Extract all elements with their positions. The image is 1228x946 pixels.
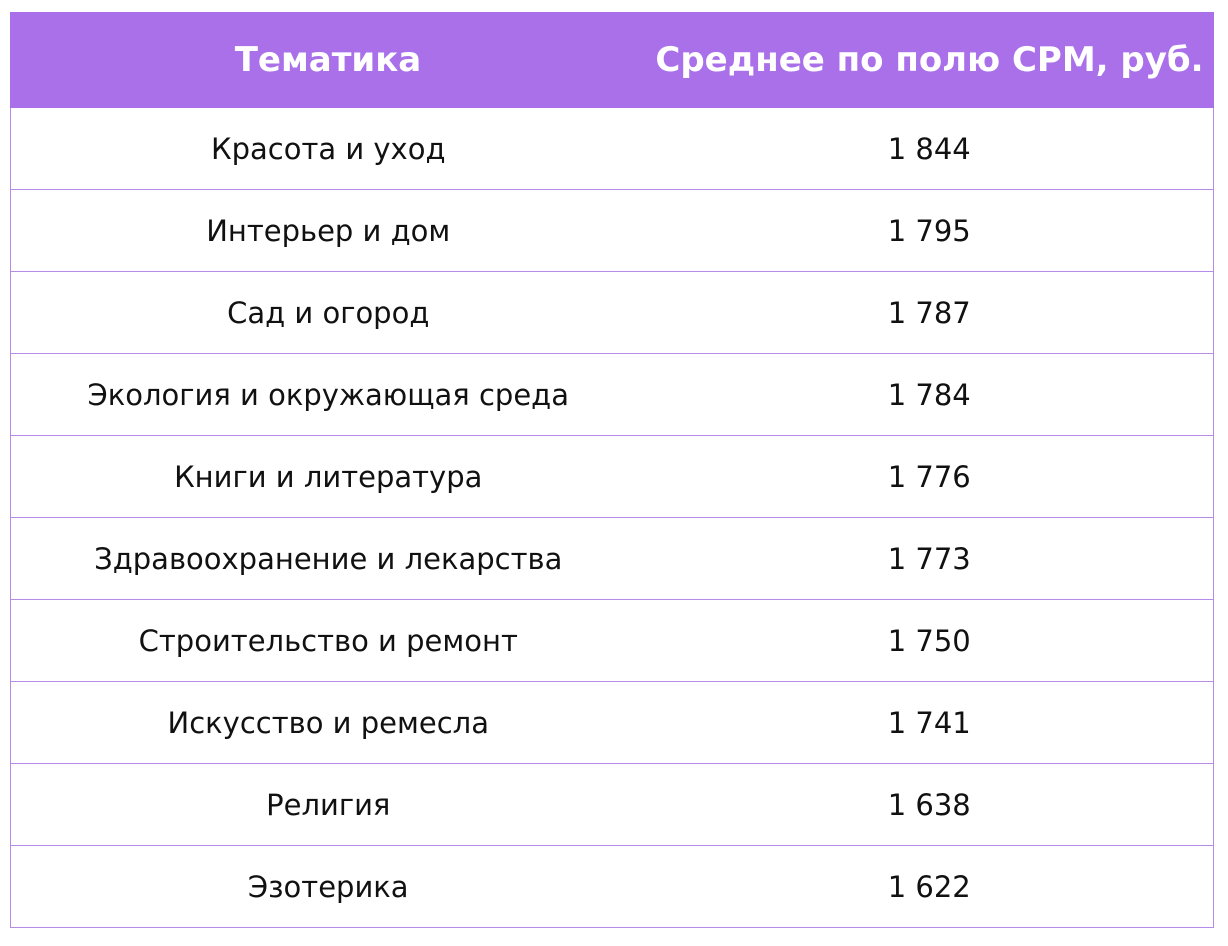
table-body: Красота и уход 1 844 Интерьер и дом 1 79… (10, 107, 1214, 928)
table-row: Интерьер и дом 1 795 (10, 189, 1214, 272)
table-row: Книги и литература 1 776 (10, 435, 1214, 518)
table-row: Строительство и ремонт 1 750 (10, 599, 1214, 682)
table-row: Экология и окружающая среда 1 784 (10, 353, 1214, 436)
cpm-value-cell: 1 784 (645, 353, 1214, 436)
table-row: Красота и уход 1 844 (10, 107, 1214, 190)
cpm-value-cell: 1 638 (645, 763, 1214, 846)
topic-cell: Книги и литература (10, 435, 646, 518)
cpm-value-cell: 1 844 (645, 107, 1214, 190)
topic-cell: Экология и окружающая среда (10, 353, 646, 436)
table-row: Эзотерика 1 622 (10, 845, 1214, 928)
topic-cell: Искусство и ремесла (10, 681, 646, 764)
topic-cell: Красота и уход (10, 107, 646, 190)
table-header: Тематика Среднее по полю CPM, руб. (10, 12, 1214, 108)
topic-cell: Сад и огород (10, 271, 646, 354)
cpm-value-cell: 1 622 (645, 845, 1214, 928)
topic-cell: Эзотерика (10, 845, 646, 928)
topic-cell: Строительство и ремонт (10, 599, 646, 682)
table-row: Сад и огород 1 787 (10, 271, 1214, 354)
cpm-value-cell: 1 773 (645, 517, 1214, 600)
topic-cell: Здравоохранение и лекарства (10, 517, 646, 600)
cpm-value-cell: 1 795 (645, 189, 1214, 272)
table-row: Здравоохранение и лекарства 1 773 (10, 517, 1214, 600)
header-average-cpm: Среднее по полю CPM, руб. (645, 12, 1214, 108)
cpm-table: Тематика Среднее по полю CPM, руб. Красо… (10, 12, 1214, 928)
header-row: Тематика Среднее по полю CPM, руб. (10, 12, 1214, 108)
header-topic: Тематика (10, 12, 646, 108)
cpm-value-cell: 1 787 (645, 271, 1214, 354)
table-row: Религия 1 638 (10, 763, 1214, 846)
topic-cell: Интерьер и дом (10, 189, 646, 272)
cpm-value-cell: 1 776 (645, 435, 1214, 518)
cpm-value-cell: 1 741 (645, 681, 1214, 764)
table-row: Искусство и ремесла 1 741 (10, 681, 1214, 764)
cpm-value-cell: 1 750 (645, 599, 1214, 682)
topic-cell: Религия (10, 763, 646, 846)
